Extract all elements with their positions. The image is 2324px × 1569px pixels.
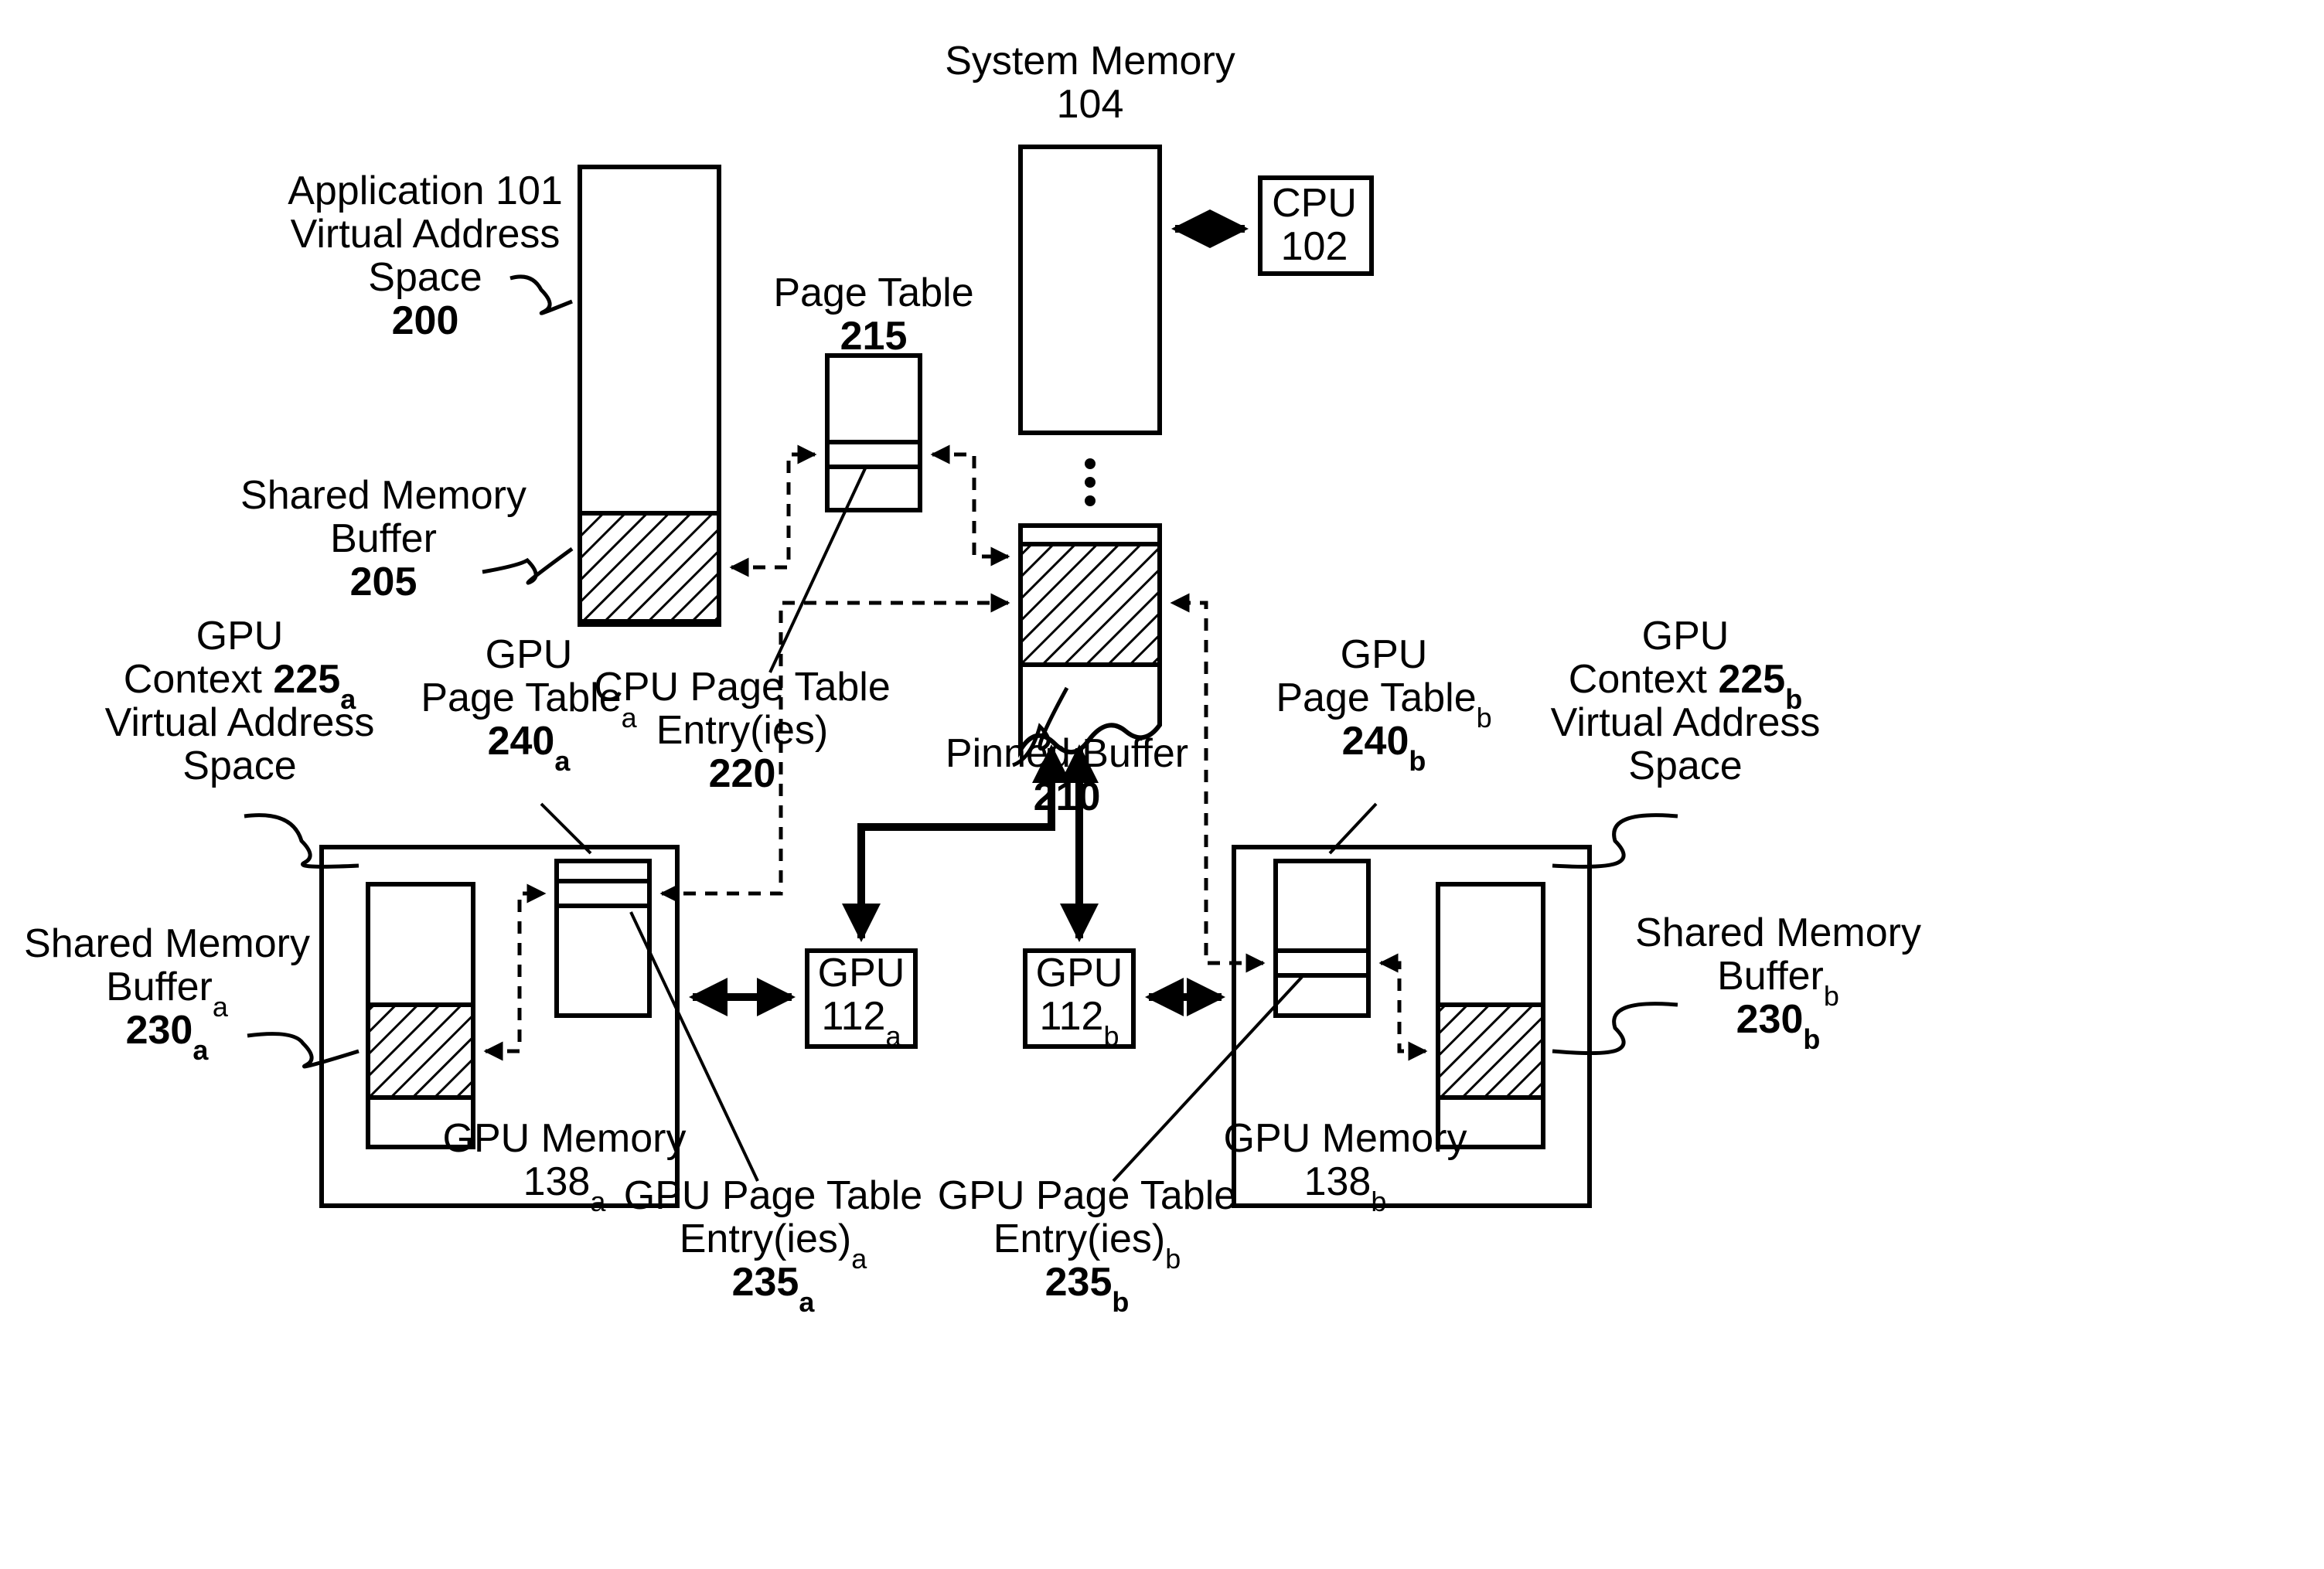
svg-text:GPU: GPU — [1036, 951, 1123, 996]
label-gpu-pte-a: GPU Page TableEntry(ies)a235a — [624, 1173, 922, 1318]
svg-text:200: 200 — [392, 298, 459, 343]
svg-text:138a: 138a — [523, 1159, 607, 1217]
svg-text:GPU: GPU — [196, 614, 284, 659]
svg-text:230a: 230a — [126, 1008, 210, 1066]
svg-text:GPU: GPU — [486, 632, 573, 677]
svg-text:Space: Space — [368, 255, 482, 300]
svg-text:Entry(ies): Entry(ies) — [656, 708, 828, 753]
svg-text:Virtual Address: Virtual Address — [291, 212, 561, 257]
label-application-101: Application 101Virtual AddressSpace200 — [288, 168, 563, 343]
label-gpu-a: GPU112a — [818, 951, 905, 1052]
svg-text:210: 210 — [1034, 774, 1101, 819]
svg-text:112a: 112a — [822, 994, 902, 1052]
svg-text:GPU: GPU — [1341, 632, 1428, 677]
label-page-table: Page Table215 — [773, 271, 973, 359]
svg-text:Shared Memory: Shared Memory — [24, 921, 310, 966]
svg-text:Virtual Address: Virtual Address — [105, 700, 375, 745]
svg-text:GPU Page Table: GPU Page Table — [624, 1173, 922, 1218]
svg-text:240b: 240b — [1342, 719, 1426, 777]
svg-text:Shared Memory: Shared Memory — [1635, 910, 1921, 955]
svg-text:GPU Page Table: GPU Page Table — [938, 1173, 1236, 1218]
svg-text:138b: 138b — [1304, 1159, 1387, 1217]
ellipsis-dot — [1085, 495, 1096, 506]
svg-text:GPU Memory: GPU Memory — [1224, 1116, 1467, 1161]
label-pinned-buffer: Pinned Buffer210 — [946, 731, 1188, 819]
label-gpu-memory-b: GPU Memory138b — [1224, 1116, 1467, 1217]
label-gpu-page-table-a: GPUPage Tablea240a — [421, 632, 637, 777]
svg-text:Shared Memory: Shared Memory — [240, 473, 526, 518]
svg-text:Application 101: Application 101 — [288, 168, 563, 213]
ellipsis-dot — [1085, 458, 1096, 469]
ellipsis-dot — [1085, 477, 1096, 488]
svg-text:System Memory: System Memory — [945, 39, 1235, 83]
svg-text:112b: 112b — [1040, 994, 1119, 1052]
svg-text:235b: 235b — [1045, 1260, 1130, 1318]
label-cpu: CPU102 — [1272, 181, 1357, 269]
svg-text:240a: 240a — [488, 719, 571, 777]
svg-text:205: 205 — [350, 560, 417, 604]
label-gpu-page-table-b: GPUPage Tableb240b — [1276, 632, 1491, 777]
svg-text:GPU: GPU — [1642, 614, 1729, 659]
svg-text:220: 220 — [709, 751, 776, 796]
label-shared-230b: Shared MemoryBufferb230b — [1635, 910, 1921, 1055]
svg-text:235a: 235a — [732, 1260, 816, 1318]
label-shared-230a: Shared MemoryBuffera230a — [24, 921, 310, 1066]
svg-text:CPU: CPU — [1272, 181, 1357, 226]
label-gpu-context-a: GPUContext 225aVirtual AddressSpace — [105, 614, 375, 788]
svg-text:Space: Space — [182, 744, 296, 788]
svg-text:Pinned Buffer: Pinned Buffer — [946, 731, 1188, 776]
svg-text:GPU: GPU — [818, 951, 905, 996]
svg-text:215: 215 — [840, 314, 908, 359]
label-shared-205: Shared MemoryBuffer205 — [240, 473, 526, 604]
label-system-memory: System Memory104 — [945, 39, 1235, 127]
label-cpu-pte: CPU Page TableEntry(ies)220 — [594, 665, 891, 796]
svg-text:Virtual Address: Virtual Address — [1551, 700, 1821, 745]
svg-text:Buffer: Buffer — [330, 516, 437, 561]
svg-text:Space: Space — [1628, 744, 1742, 788]
svg-text:Page Table: Page Table — [773, 271, 973, 315]
svg-text:230b: 230b — [1736, 997, 1821, 1055]
svg-text:CPU Page Table: CPU Page Table — [594, 665, 891, 710]
label-gpu-context-b: GPUContext 225bVirtual AddressSpace — [1551, 614, 1821, 788]
svg-text:GPU Memory: GPU Memory — [443, 1116, 687, 1161]
label-gpu-b: GPU112b — [1036, 951, 1123, 1052]
svg-text:102: 102 — [1281, 224, 1348, 269]
svg-text:104: 104 — [1057, 82, 1124, 127]
label-gpu-pte-b: GPU Page TableEntry(ies)b235b — [938, 1173, 1236, 1318]
